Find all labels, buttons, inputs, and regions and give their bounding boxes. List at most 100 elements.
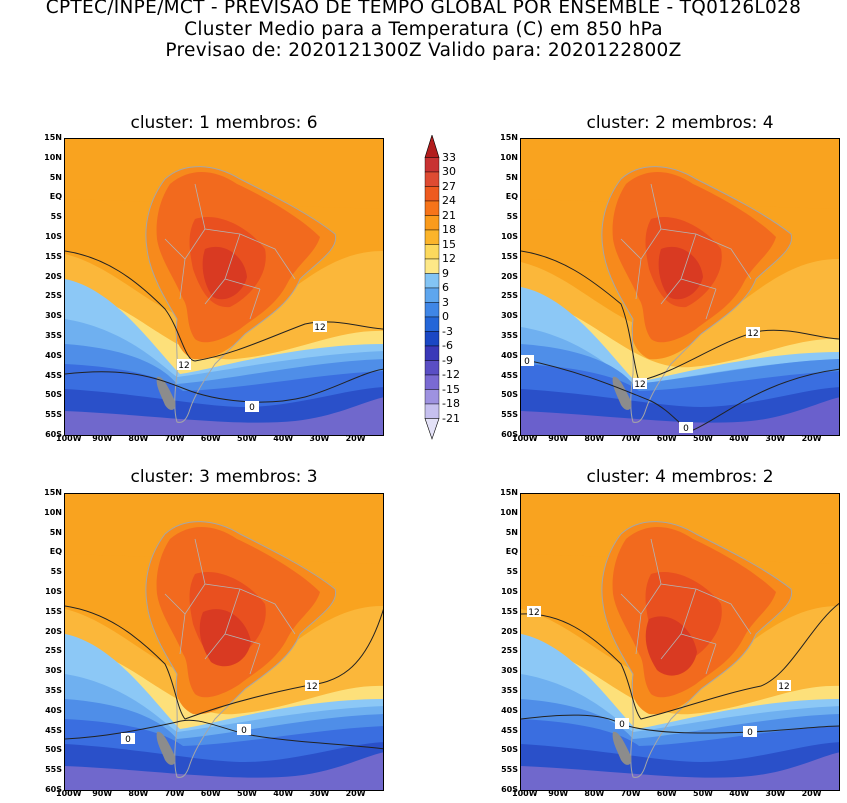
lon-tick-label: 90W (92, 434, 113, 443)
contour-0 (65, 719, 383, 750)
colorbar-svg (424, 133, 440, 440)
lat-tick-label: 15N (500, 133, 518, 142)
lat-tick-label: 10S (501, 232, 518, 241)
lat-tick-label: 25S (45, 646, 62, 656)
border-line (620, 593, 642, 615)
lon-tick-label: 80W (128, 789, 149, 798)
lat-tick-label: 10S (501, 587, 518, 596)
lat-tick-label: 60S (501, 785, 518, 794)
lat-tick-label: 40S (45, 350, 62, 360)
contour-label: 12 (634, 380, 645, 390)
lon-tick-label: 60W (656, 434, 677, 443)
border-line (249, 288, 261, 320)
contour-label: 12 (778, 682, 789, 692)
lat-tick-label: 55S (501, 410, 518, 420)
contour-0 (65, 368, 383, 403)
colorbar-label: 18 (442, 223, 456, 236)
colorbar-segment (424, 418, 440, 440)
colorbar-segment (424, 244, 440, 260)
contour-label: 0 (125, 735, 131, 745)
contour-label-bg (743, 726, 757, 737)
colorbar-label: 0 (442, 310, 449, 323)
border-line (695, 588, 752, 635)
lat-tick-label: 25S (501, 646, 518, 656)
lat-tick-label: 20S (501, 626, 518, 636)
border-line (164, 593, 186, 615)
colorbar-segment (424, 133, 440, 158)
lat-tick-label: EQ (505, 547, 518, 557)
colorbar-segment (424, 200, 440, 216)
lat-tick-label: 15N (44, 488, 62, 497)
lon-tick-label: 70W (620, 434, 641, 443)
colorbar (424, 133, 440, 441)
lat-tick-label: 20S (45, 271, 62, 281)
lon-tick-label: 50W (693, 434, 713, 443)
band-purple (65, 397, 383, 435)
lat-tick-label: 40S (501, 705, 518, 715)
contour-label: 0 (524, 357, 530, 367)
lon-tick-label: 60W (200, 434, 221, 443)
lat-tick-label: 60S (501, 430, 518, 439)
colorbar-segment (424, 403, 440, 419)
border-line (620, 238, 642, 260)
lat-tick-label: 50S (501, 390, 518, 400)
map-panel-cluster-2: 12 12 0 0 (520, 138, 840, 436)
contour-label-bg (177, 359, 191, 370)
lon-tick-label: 20W (801, 789, 822, 798)
band-purple (65, 752, 383, 790)
colorbar-label: -9 (442, 353, 453, 367)
lat-tick-label: 5S (506, 567, 518, 577)
lat-tick-label: 40S (501, 350, 518, 360)
lat-tick-label: 30S (45, 311, 62, 321)
lat-tick-label: 10N (500, 507, 518, 517)
lon-tick-label: 60W (200, 789, 221, 798)
lon-tick-label: 30W (309, 789, 330, 798)
lat-tick-label: 45S (501, 725, 518, 735)
border-line (705, 288, 717, 320)
map-panel-cluster-4: 12 12 0 0 (520, 493, 840, 791)
lat-tick-label: 10N (44, 152, 62, 162)
border-line (239, 588, 296, 635)
lon-tick-label: 100W (56, 434, 82, 443)
colorbar-label: 9 (442, 266, 449, 280)
lat-tick-label: 10S (45, 232, 62, 241)
lon-tick-label: 70W (620, 789, 641, 798)
lon-tick-label: 90W (548, 434, 569, 443)
lat-tick-label: EQ (49, 547, 62, 557)
lat-tick-label: 25S (501, 291, 518, 301)
lat-tick-label: EQ (505, 192, 518, 202)
lat-tick-label: 15N (500, 488, 518, 497)
colorbar-label: 33 (442, 150, 456, 164)
tierra-del-fuego (612, 376, 632, 410)
colorbar-label: 6 (442, 281, 449, 294)
contour-label-bg (313, 321, 327, 332)
map-panel-cluster-3: 12 0 0 (64, 493, 384, 791)
lon-tick-label: 80W (128, 434, 149, 443)
coastline (601, 166, 793, 423)
contour-label-bg (527, 606, 541, 617)
lon-tick-label: 90W (92, 789, 113, 798)
panel-title-2: cluster: 2 membros: 4 (586, 113, 774, 133)
lon-tick-label: 50W (237, 789, 257, 798)
lon-tick-label: 90W (548, 789, 569, 798)
colorbar-segment (424, 345, 440, 361)
colorbar-label: 15 (442, 237, 456, 251)
colorbar-segment (424, 186, 440, 202)
lat-tick-label: 45S (501, 370, 518, 380)
colorbar-segment (424, 273, 440, 289)
lat-tick-label: 5S (50, 567, 62, 577)
lat-tick-label: 20S (45, 626, 62, 636)
coastline (601, 521, 793, 778)
lat-tick-label: 10N (44, 507, 62, 517)
lon-tick-label: 40W (729, 434, 750, 443)
border-line (705, 643, 717, 675)
border-line (239, 233, 296, 280)
border-line (224, 633, 261, 645)
colorbar-segment (424, 389, 440, 405)
colorbar-label: 21 (442, 208, 456, 222)
lon-tick-label: 20W (345, 789, 366, 798)
lat-tick-label: 35S (45, 686, 62, 695)
lon-tick-label: 50W (237, 434, 257, 443)
tierra-del-fuego (156, 376, 176, 410)
contour-label: 0 (241, 726, 247, 736)
